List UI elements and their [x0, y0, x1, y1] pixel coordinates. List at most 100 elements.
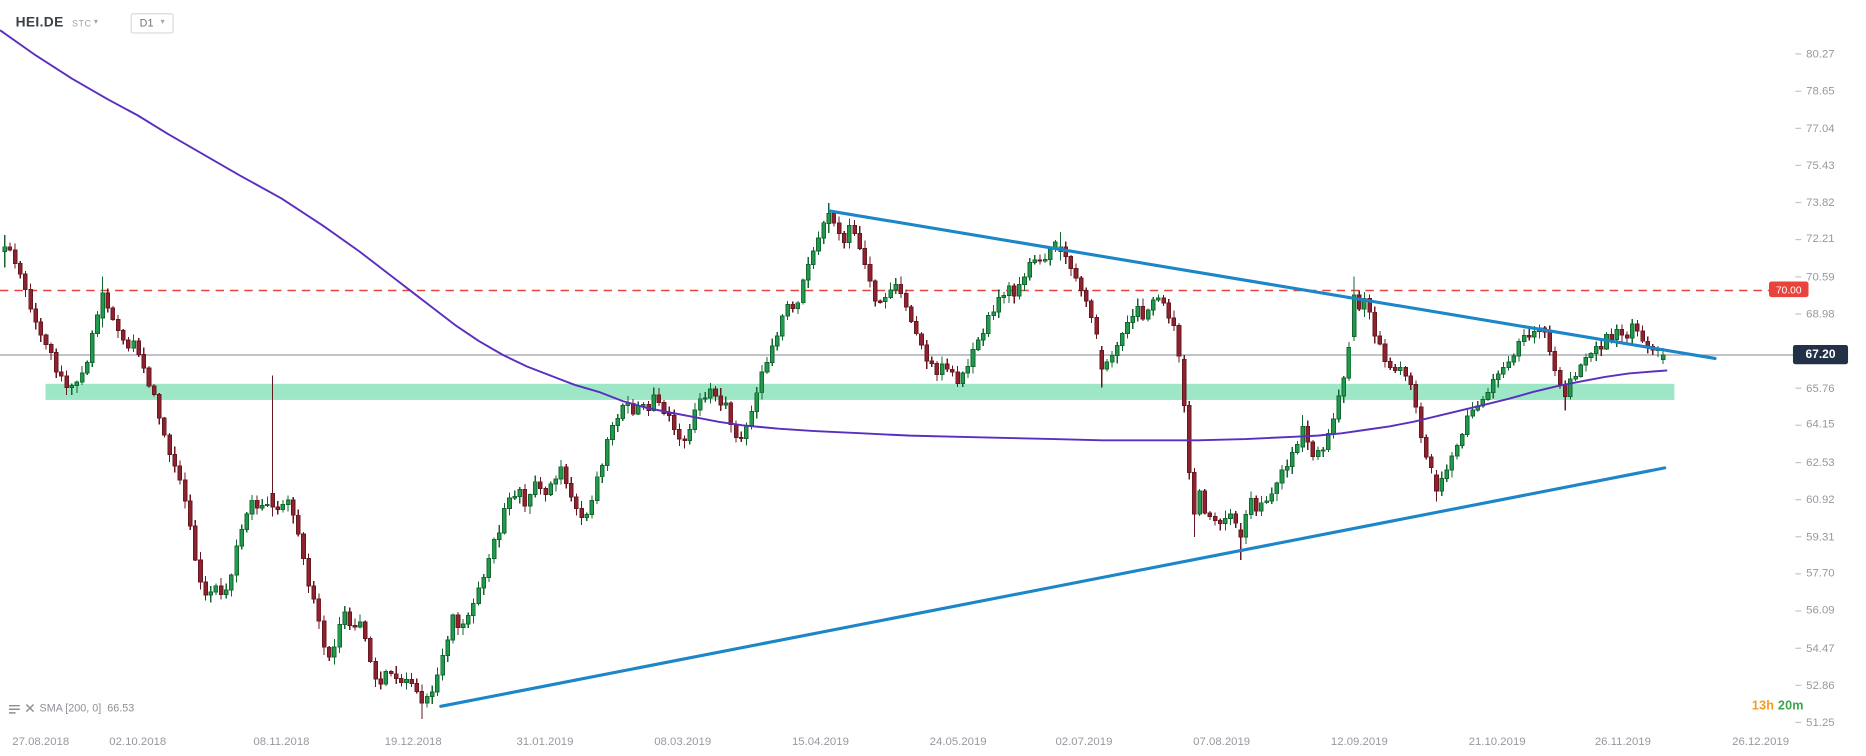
candle-body	[1583, 357, 1589, 366]
candle-body	[800, 279, 806, 304]
candle-body	[414, 682, 420, 692]
candle-body	[1027, 262, 1032, 278]
candle-body	[1362, 297, 1367, 310]
candle-body	[1336, 395, 1341, 420]
countdown-minutes: 20m	[1777, 698, 1804, 713]
candle-body	[311, 585, 317, 600]
candle-body	[697, 398, 703, 411]
candle-body	[363, 621, 368, 640]
timeframe-dropdown[interactable]: D1 ▾	[130, 12, 175, 33]
candle-body	[981, 332, 986, 341]
candle-body	[1017, 284, 1022, 297]
sma-label: SMA [200, 0]	[39, 702, 102, 715]
candle-body	[1326, 433, 1331, 451]
candle-body	[1037, 259, 1043, 262]
candle-body	[1547, 331, 1553, 353]
candles	[2, 202, 1666, 719]
candle-body	[275, 506, 281, 511]
candle-body	[728, 402, 734, 426]
candle-body	[867, 263, 873, 282]
candle-body	[1202, 490, 1208, 514]
candle-body	[1207, 512, 1213, 518]
candle-body	[1140, 305, 1146, 320]
candle-body	[59, 371, 64, 377]
indicator-legend: SMA [200, 0] 66.53	[8, 702, 134, 714]
candle-body	[713, 388, 718, 397]
candle-body	[1552, 351, 1558, 372]
price-axis-label: 51.25	[1806, 715, 1835, 730]
candle-body	[1150, 299, 1156, 311]
candle-body	[1192, 472, 1197, 515]
candle-body	[265, 503, 270, 507]
countdown-hours: 13h	[1751, 698, 1775, 713]
candle-body	[301, 533, 306, 560]
candle-body	[187, 500, 193, 527]
candle-body	[33, 308, 38, 323]
candle-body	[1089, 300, 1094, 319]
candle-body	[615, 417, 620, 426]
candle-body	[167, 434, 172, 455]
candle-body	[316, 598, 322, 622]
candle-body	[512, 495, 517, 499]
exchange-selector[interactable]: STC ▾	[72, 17, 98, 28]
candle-body	[23, 273, 28, 290]
candle-body	[1393, 366, 1398, 371]
candle-body	[1521, 334, 1527, 343]
candle-body	[1588, 353, 1594, 359]
candle-body	[74, 381, 80, 386]
candle-body	[419, 690, 425, 704]
candle-body	[296, 514, 301, 535]
candle-body	[193, 525, 198, 561]
candle-body	[1403, 366, 1408, 377]
candle-body	[1120, 333, 1125, 347]
candle-body	[687, 428, 693, 441]
candle-body	[1274, 482, 1280, 495]
candle-body	[1516, 341, 1522, 357]
candle-body	[157, 393, 162, 419]
candle-body	[914, 321, 919, 335]
candle-body	[290, 499, 296, 516]
candle-body	[1145, 309, 1151, 320]
candle-body	[1624, 334, 1630, 339]
candle-body	[785, 304, 790, 317]
indicator-remove-icon[interactable]	[25, 703, 35, 713]
price-axis-label: 75.43	[1806, 158, 1835, 173]
candle-body	[1176, 324, 1182, 357]
candle-body	[610, 424, 615, 440]
candle-body	[1228, 513, 1233, 519]
candle-body	[28, 288, 33, 310]
indicator-settings-icon[interactable]	[8, 703, 20, 714]
candle-body	[584, 514, 590, 518]
price-axis-label: 60.92	[1806, 493, 1835, 507]
candle-body	[1454, 444, 1460, 457]
candle-body	[1599, 345, 1604, 350]
last-price-badge: 67.20	[1792, 345, 1849, 365]
candle-body	[795, 302, 801, 310]
candle-body	[1480, 399, 1486, 407]
candle-body	[641, 404, 646, 407]
candle-body	[1532, 331, 1537, 338]
candle-body	[1490, 378, 1496, 393]
candle-body	[1094, 317, 1099, 335]
candle-body	[780, 315, 785, 337]
candle-body	[1315, 449, 1321, 457]
date-axis-label: 02.07.2019	[1055, 735, 1113, 749]
candle-body	[218, 585, 224, 595]
candle-body	[1557, 370, 1563, 385]
candle-body	[1130, 316, 1135, 324]
candle-body	[1511, 355, 1517, 363]
date-axis-label: 08.11.2018	[253, 735, 310, 749]
candle-body	[115, 319, 121, 331]
candle-body	[1099, 349, 1105, 370]
candle-countdown: 13h 20m	[1752, 698, 1804, 712]
candle-body	[1444, 469, 1450, 480]
candle-body	[48, 343, 54, 354]
candle-body	[1372, 311, 1377, 337]
candle-body	[1243, 513, 1249, 538]
candle-body	[1305, 425, 1311, 443]
candle-body	[553, 478, 559, 485]
candle-body	[1562, 384, 1568, 397]
candle-body	[1351, 294, 1357, 338]
